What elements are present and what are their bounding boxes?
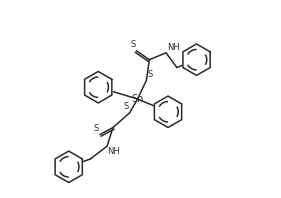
Text: S: S [130, 40, 136, 49]
Text: S: S [94, 124, 99, 133]
Text: Sn: Sn [131, 94, 144, 104]
Text: NH: NH [107, 147, 120, 156]
Text: S: S [123, 102, 129, 111]
Text: S: S [147, 70, 153, 79]
Text: NH: NH [167, 43, 180, 52]
